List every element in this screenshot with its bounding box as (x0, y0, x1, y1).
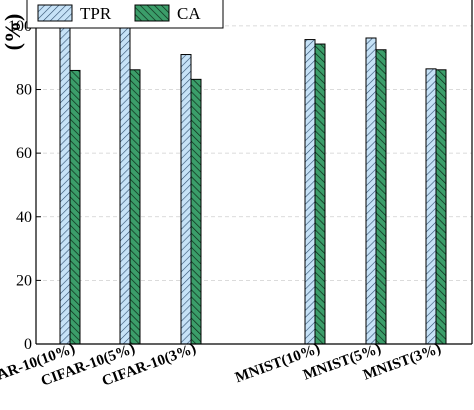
y-tick-label: 60 (16, 145, 32, 162)
y-axis-label: (%) (0, 14, 25, 51)
y-tick-label: 20 (16, 272, 32, 289)
bar-tpr-5 (425, 68, 437, 345)
bar-ca-3 (314, 43, 326, 345)
bar-ca-5 (435, 69, 447, 345)
y-tick-label: 0 (24, 336, 32, 353)
bar-tpr-0 (59, 25, 71, 345)
bar-tpr-3 (304, 39, 316, 345)
legend-label-ca: CA (177, 4, 201, 23)
legend: TPR CA (26, 0, 224, 29)
bar-tpr-4 (365, 37, 377, 345)
gridlines (36, 25, 472, 281)
bar-tpr-2 (180, 54, 192, 345)
bars (59, 25, 447, 345)
x-tick-labels: CIFAR-10(10%)CIFAR-10(5%)CIFAR-10(3%) MNI… (0, 341, 443, 392)
legend-swatch-tpr (37, 4, 73, 22)
y-tick-label: 100 (8, 18, 32, 35)
bar-ca-1 (129, 69, 141, 345)
bar-ca-4 (375, 49, 387, 345)
y-tick-label: 80 (16, 82, 32, 99)
bar-ca-0 (69, 69, 81, 345)
y-tick-label: 40 (16, 209, 32, 226)
bar-ca-2 (190, 78, 202, 345)
legend-swatch-ca (134, 4, 170, 22)
bar-tpr-1 (119, 26, 131, 345)
y-ticks: 0 20 40 60 80 100 (8, 18, 41, 353)
legend-label-tpr: TPR (80, 4, 112, 23)
